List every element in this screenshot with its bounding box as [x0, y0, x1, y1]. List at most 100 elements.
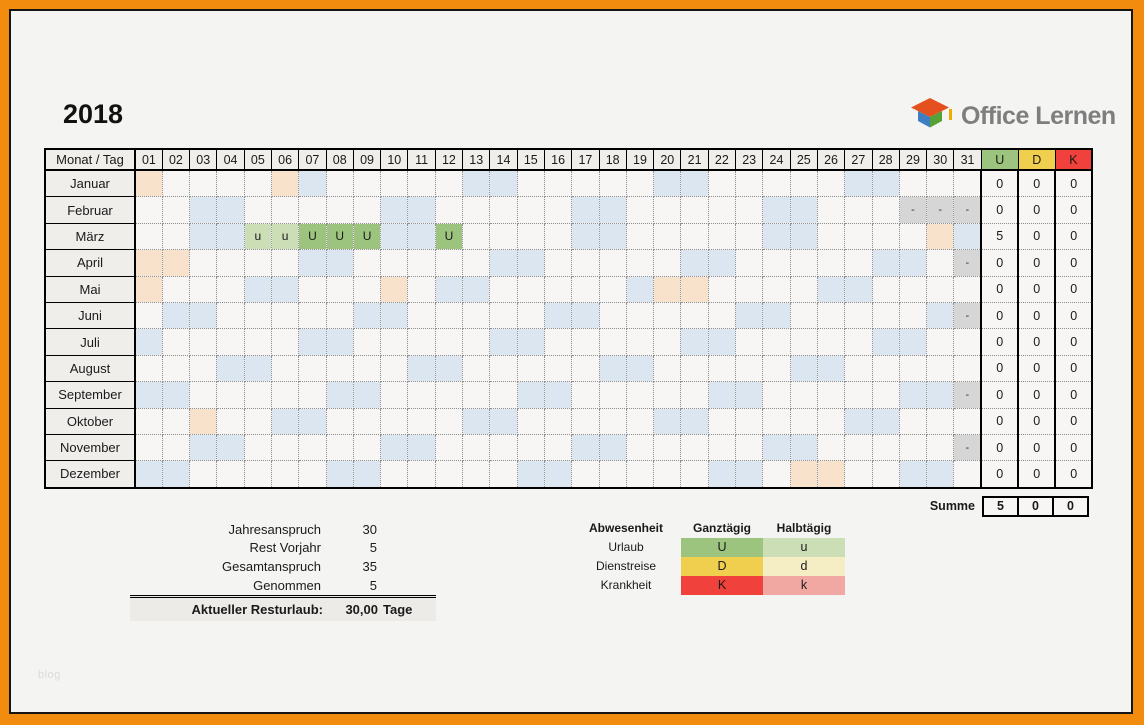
day-cell[interactable] — [571, 169, 600, 198]
k-sum-cell[interactable]: 0 — [1054, 460, 1094, 489]
day-cell[interactable] — [325, 354, 354, 383]
day-cell[interactable] — [571, 301, 600, 330]
day-cell[interactable] — [134, 433, 163, 462]
day-cell[interactable] — [543, 407, 573, 435]
day-cell[interactable] — [380, 196, 409, 224]
day-cell[interactable] — [352, 328, 382, 356]
day-cell[interactable] — [625, 433, 655, 462]
day-cell[interactable] — [844, 460, 873, 489]
day-cell[interactable] — [407, 249, 436, 277]
day-cell[interactable] — [598, 301, 627, 330]
day-cell[interactable] — [598, 407, 627, 435]
d-sum-cell[interactable]: 0 — [1017, 301, 1057, 330]
u-sum-cell[interactable]: 0 — [980, 433, 1020, 462]
day-cell[interactable] — [707, 381, 737, 409]
day-cell[interactable] — [735, 407, 764, 435]
day-cell[interactable]: U — [434, 222, 464, 251]
day-cell[interactable] — [489, 354, 518, 383]
day-cell[interactable] — [735, 169, 764, 198]
day-header[interactable]: 05 — [243, 148, 272, 171]
day-cell[interactable] — [598, 275, 627, 303]
day-cell[interactable] — [189, 169, 218, 198]
day-cell[interactable] — [134, 196, 163, 224]
day-cell[interactable] — [789, 301, 818, 330]
day-cell[interactable] — [161, 460, 191, 489]
day-cell[interactable] — [161, 407, 191, 435]
day-cell[interactable] — [462, 275, 491, 303]
month-label[interactable]: Oktober — [44, 407, 136, 435]
day-cell[interactable] — [516, 354, 545, 383]
day-header[interactable]: 15 — [516, 148, 545, 171]
day-cell[interactable] — [735, 354, 764, 383]
day-cell[interactable] — [816, 460, 846, 489]
day-cell[interactable] — [871, 460, 900, 489]
day-cell[interactable] — [653, 433, 682, 462]
day-cell[interactable] — [707, 354, 737, 383]
day-header[interactable]: 08 — [325, 148, 354, 171]
day-cell[interactable] — [926, 249, 955, 277]
day-cell[interactable] — [816, 328, 846, 356]
day-cell[interactable] — [516, 275, 545, 303]
day-cell[interactable] — [926, 460, 955, 489]
day-cell[interactable] — [380, 301, 409, 330]
day-cell[interactable] — [926, 328, 955, 356]
day-cell[interactable] — [571, 460, 600, 489]
u-sum-cell[interactable]: 0 — [980, 169, 1020, 198]
day-cell[interactable] — [898, 249, 928, 277]
day-cell[interactable] — [844, 301, 873, 330]
day-cell[interactable] — [489, 328, 518, 356]
u-sum-cell[interactable]: 0 — [980, 381, 1020, 409]
day-cell[interactable] — [325, 407, 354, 435]
day-cell[interactable] — [298, 354, 327, 383]
u-sum-cell[interactable]: 0 — [980, 275, 1020, 303]
day-cell[interactable] — [161, 196, 191, 224]
day-cell[interactable] — [680, 433, 709, 462]
day-cell[interactable] — [352, 169, 382, 198]
day-cell[interactable] — [871, 407, 900, 435]
day-cell[interactable] — [489, 460, 518, 489]
day-header[interactable]: 27 — [844, 148, 873, 171]
day-cell[interactable] — [216, 196, 245, 224]
day-cell[interactable] — [407, 381, 436, 409]
day-cell[interactable] — [270, 433, 300, 462]
day-cell[interactable] — [516, 381, 545, 409]
monat-tag-header[interactable]: Monat / Tag — [44, 148, 136, 171]
day-cell[interactable] — [707, 301, 737, 330]
day-cell[interactable] — [216, 354, 245, 383]
day-cell[interactable] — [598, 169, 627, 198]
day-cell[interactable] — [298, 275, 327, 303]
d-sum-cell[interactable]: 0 — [1017, 460, 1057, 489]
day-cell[interactable] — [789, 222, 818, 251]
day-cell[interactable] — [707, 328, 737, 356]
day-cell[interactable] — [653, 301, 682, 330]
day-cell[interactable] — [953, 222, 982, 251]
day-cell[interactable] — [625, 222, 655, 251]
day-cell[interactable] — [571, 433, 600, 462]
u-sum-cell[interactable]: 0 — [980, 407, 1020, 435]
day-cell[interactable] — [407, 407, 436, 435]
day-cell[interactable] — [407, 275, 436, 303]
day-cell[interactable] — [161, 301, 191, 330]
day-cell[interactable]: - — [898, 196, 928, 224]
day-cell[interactable] — [762, 222, 791, 251]
day-cell[interactable] — [680, 301, 709, 330]
day-cell[interactable] — [243, 275, 272, 303]
day-cell[interactable] — [189, 328, 218, 356]
k-sum-cell[interactable]: 0 — [1054, 301, 1094, 330]
day-cell[interactable] — [270, 275, 300, 303]
day-cell[interactable] — [653, 249, 682, 277]
day-cell[interactable] — [298, 328, 327, 356]
day-cell[interactable] — [298, 169, 327, 198]
day-cell[interactable] — [707, 169, 737, 198]
day-cell[interactable] — [680, 169, 709, 198]
day-cell[interactable] — [298, 196, 327, 224]
day-cell[interactable] — [816, 222, 846, 251]
k-sum-cell[interactable]: 0 — [1054, 433, 1094, 462]
day-cell[interactable] — [134, 169, 163, 198]
day-cell[interactable] — [134, 407, 163, 435]
day-cell[interactable] — [789, 354, 818, 383]
day-header[interactable]: 24 — [762, 148, 791, 171]
day-cell[interactable] — [653, 381, 682, 409]
day-cell[interactable] — [598, 222, 627, 251]
day-cell[interactable] — [134, 275, 163, 303]
